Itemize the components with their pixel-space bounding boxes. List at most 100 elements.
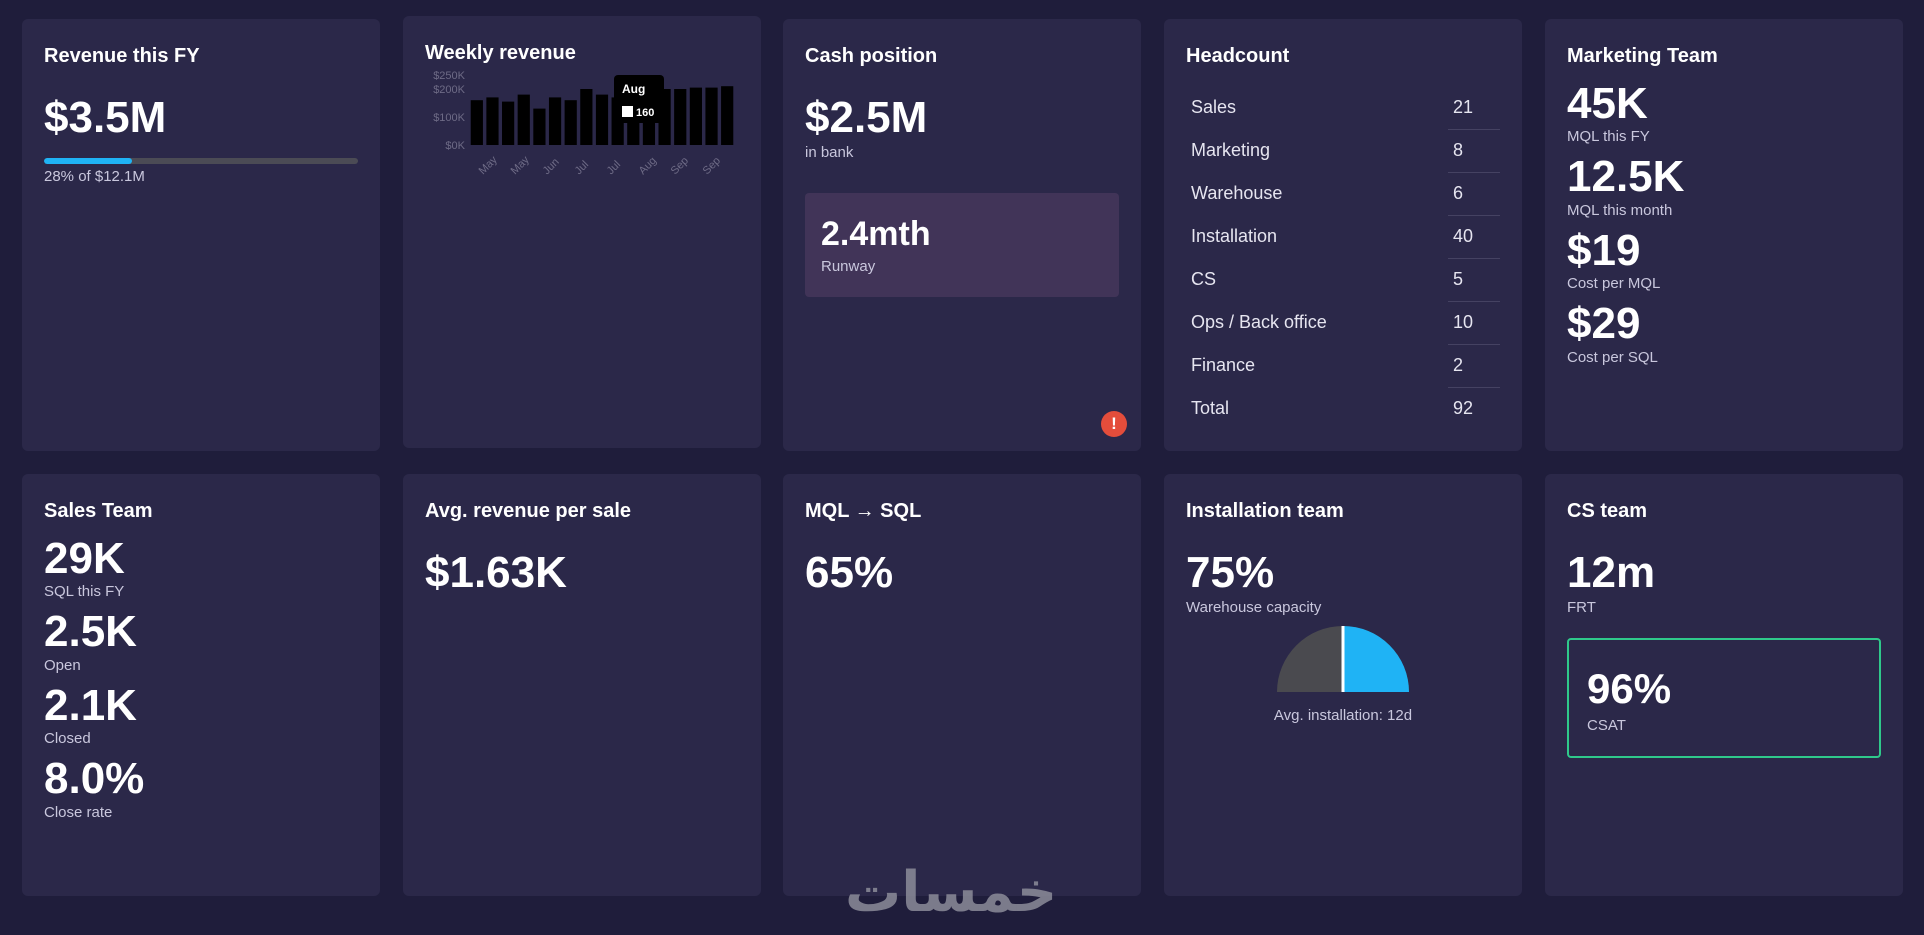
installation-value: 75%	[1186, 548, 1275, 597]
headcount-team-name: Marketing	[1191, 140, 1271, 160]
y-tick-label: $100K	[433, 112, 465, 124]
revenue-card: Revenue this FY $3.5M 28% of $12.1M	[22, 19, 380, 451]
card-title: Marketing Team	[1567, 45, 1718, 67]
closed-label: Closed	[44, 730, 91, 748]
headcount-count: 6	[1448, 172, 1500, 216]
table-row: Total 92	[1186, 387, 1500, 430]
csat-label: CSAT	[1587, 716, 1626, 734]
open-value: 2.5K	[44, 607, 137, 657]
x-tick-label: Sep	[669, 155, 691, 177]
frt-value: 12m	[1567, 548, 1656, 597]
alert-icon[interactable]: !	[1101, 411, 1127, 437]
cost-per-sql-label: Cost per SQL	[1567, 348, 1658, 366]
chart-bar[interactable]	[517, 94, 530, 145]
csat-value: 96%	[1587, 665, 1672, 713]
chart-bar[interactable]	[705, 87, 718, 145]
chart-bar[interactable]	[564, 100, 577, 145]
chart-bar[interactable]	[674, 89, 687, 145]
cash-caption: in bank	[805, 144, 854, 162]
chart-bar[interactable]	[502, 101, 515, 145]
runway-value: 2.4mth	[821, 215, 931, 254]
gauge-fill	[1343, 626, 1409, 693]
headcount-count: 21	[1448, 86, 1500, 130]
headcount-table: Sales 21 Marketing 8 Warehouse 6 Installation 4…	[1186, 86, 1500, 430]
close-rate-label: Close rate	[44, 803, 113, 821]
x-tick-label: Jul	[605, 159, 623, 177]
mql-month-value: 12.5K	[1567, 152, 1685, 202]
revenue-value: $3.5M	[44, 93, 167, 142]
installation-team-card: Installation team 75% Warehouse capacity…	[1164, 474, 1522, 896]
headcount-team-name: Finance	[1191, 355, 1256, 375]
weekly-revenue-chart[interactable]: $250K $200K $100K $0K May May Jun Jul Jul Aug Sep S…	[425, 69, 739, 189]
headcount-team-name: Installation	[1191, 226, 1278, 246]
cash-value: $2.5M	[805, 93, 928, 142]
x-tick-label: Jun	[541, 156, 562, 177]
watermark-logo: خمسات	[845, 860, 1058, 925]
card-title: Headcount	[1186, 45, 1290, 67]
x-tick-label: May	[477, 154, 501, 178]
card-title: MQL → SQL	[805, 500, 922, 522]
tooltip-value: 160	[636, 107, 654, 119]
headcount-count: 10	[1448, 301, 1500, 345]
card-title: Weekly revenue	[425, 42, 576, 64]
chart-bar[interactable]	[689, 87, 702, 145]
marketing-team-card: Marketing Team 45K MQL this FY 12.5K MQL…	[1545, 19, 1903, 451]
headcount-card: Headcount Sales 21 Marketing 8 Warehouse 6 Ins…	[1164, 19, 1522, 451]
close-rate-value: 8.0%	[44, 754, 145, 804]
headcount-team-name: Total	[1191, 398, 1230, 418]
revenue-progress-bar	[44, 158, 358, 165]
table-row: Marketing 8	[1186, 129, 1500, 173]
tooltip-title: Aug	[622, 82, 645, 96]
card-title: Revenue this FY	[44, 45, 200, 67]
runway-box: 2.4mth Runway	[805, 193, 1119, 298]
y-tick-label: $250K	[433, 70, 465, 82]
x-tick-label: Sep	[701, 155, 723, 177]
cost-per-mql-value: $19	[1567, 225, 1641, 275]
x-tick-label: Aug	[637, 155, 659, 177]
chart-bar[interactable]	[595, 94, 609, 145]
chart-bar[interactable]	[580, 89, 593, 145]
chart-bar[interactable]	[548, 97, 562, 145]
avg-revenue-value: $1.63K	[425, 548, 567, 597]
headcount-team-name: Sales	[1191, 97, 1237, 117]
chart-tooltip: Aug 160	[614, 75, 664, 123]
chart-bar[interactable]	[721, 86, 734, 145]
y-tick-label: $200K	[433, 84, 465, 96]
headcount-team-name: Ops / Back office	[1191, 312, 1327, 332]
card-title: Installation team	[1186, 500, 1344, 522]
table-row: Warehouse 6	[1186, 172, 1500, 216]
headcount-count: 8	[1448, 129, 1500, 173]
cs-team-card: CS team 12m FRT 96% CSAT	[1545, 474, 1903, 896]
sql-fy-label: SQL this FY	[44, 583, 125, 601]
open-label: Open	[44, 656, 81, 674]
chart-bar[interactable]	[486, 97, 499, 145]
headcount-count: 2	[1448, 344, 1500, 388]
headcount-count: 92	[1453, 398, 1474, 419]
card-title: Sales Team	[44, 500, 153, 522]
runway-label: Runway	[821, 258, 876, 276]
legend-swatch	[622, 106, 633, 117]
revenue-caption: 28% of $12.1M	[44, 168, 145, 186]
gauge-caption: Avg. installation: 12d	[1273, 707, 1413, 725]
chart-bar[interactable]	[533, 108, 546, 145]
sql-fy-value: 29K	[44, 534, 125, 583]
revenue-progress-fill	[44, 158, 132, 165]
mql-sql-card: MQL → SQL 65%	[783, 474, 1141, 896]
table-row: Installation 40	[1186, 215, 1500, 259]
csat-box: 96% CSAT	[1567, 638, 1881, 759]
card-title: CS team	[1567, 500, 1648, 522]
headcount-team-name: CS	[1191, 269, 1217, 289]
capacity-gauge: Avg. installation: 12d	[1186, 624, 1500, 724]
headcount-count: 40	[1448, 215, 1500, 259]
cash-position-card: Cash position $2.5M in bank 2.4mth Runwa…	[783, 19, 1141, 451]
cost-per-sql-value: $29	[1567, 299, 1641, 349]
chart-bar[interactable]	[470, 100, 483, 145]
y-tick-label: $0K	[445, 140, 465, 152]
mql-fy-label: MQL this FY	[1567, 128, 1650, 146]
headcount-count: 5	[1448, 258, 1500, 302]
table-row: Sales 21	[1186, 86, 1500, 130]
table-row: CS 5	[1186, 258, 1500, 302]
sales-team-card: Sales Team 29K SQL this FY 2.5K Open 2.1…	[22, 474, 380, 896]
gauge-chart	[1277, 626, 1409, 693]
table-row: Finance 2	[1186, 344, 1500, 388]
